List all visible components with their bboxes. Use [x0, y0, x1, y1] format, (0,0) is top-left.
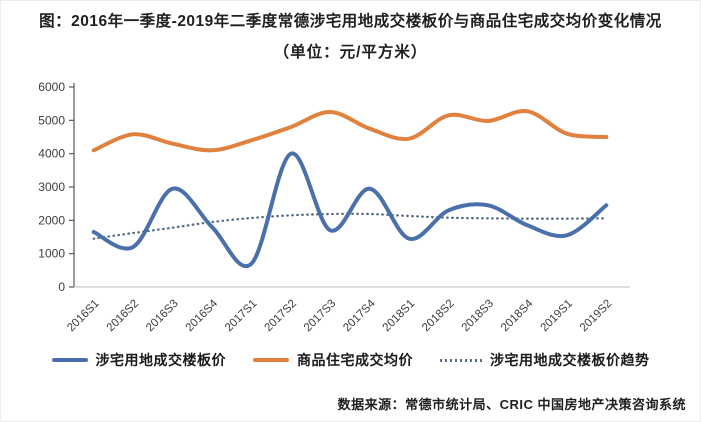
chart-title: 图：2016年一季度-2019年二季度常德涉宅用地成交楼板价与商品住宅成交均价变…	[39, 13, 662, 30]
chart-legend: 涉宅用地成交楼板价 商品住宅成交均价 涉宅用地成交楼板价趋势	[1, 350, 700, 370]
y-tick-label: 0	[58, 280, 65, 294]
x-tick-label: 2017S1	[223, 298, 260, 335]
x-tick-label: 2016S1	[65, 298, 102, 335]
legend-item-1: 商品住宅成交均价	[253, 350, 413, 370]
y-tick-label: 2000	[38, 214, 65, 228]
x-tick-label: 2019S2	[578, 298, 615, 335]
data-source: 数据来源：常德市统计局、CRIC 中国房地产决策咨询系统	[337, 397, 686, 412]
x-tick-label: 2017S3	[302, 298, 339, 335]
y-tick-label: 5000	[38, 114, 65, 128]
x-tick-label: 2018S3	[460, 298, 497, 335]
series-path-1	[91, 109, 609, 153]
y-tick-label: 4000	[38, 147, 65, 161]
y-tick-label: 1000	[38, 247, 65, 261]
x-tick-label: 2018S1	[381, 298, 418, 335]
x-tick-label: 2017S2	[262, 298, 299, 335]
legend-item-0: 涉宅用地成交楼板价	[51, 350, 227, 370]
line-swatch	[253, 358, 289, 363]
chart-subtitle: （单位：元/平方米）	[273, 44, 428, 62]
dotted-line-swatch	[440, 358, 482, 362]
y-tick-label: 6000	[38, 80, 65, 94]
x-tick-label: 2017S4	[341, 297, 378, 334]
legend-label: 涉宅用地成交楼板价趋势	[490, 352, 650, 369]
legend-label: 涉宅用地成交楼板价	[95, 352, 226, 369]
legend-label: 商品住宅成交均价	[297, 352, 413, 369]
y-tick-label: 3000	[38, 180, 65, 194]
x-tick-label: 2016S2	[105, 298, 142, 335]
line-swatch	[51, 358, 88, 363]
x-tick-label: 2016S4	[184, 297, 221, 334]
x-tick-label: 2018S4	[499, 297, 536, 334]
x-tick-label: 2016S3	[144, 298, 181, 335]
series-path-0	[91, 151, 609, 269]
x-tick-label: 2018S2	[420, 298, 457, 335]
x-tick-label: 2019S1	[538, 298, 575, 335]
legend-item-2: 涉宅用地成交楼板价趋势	[440, 350, 650, 370]
